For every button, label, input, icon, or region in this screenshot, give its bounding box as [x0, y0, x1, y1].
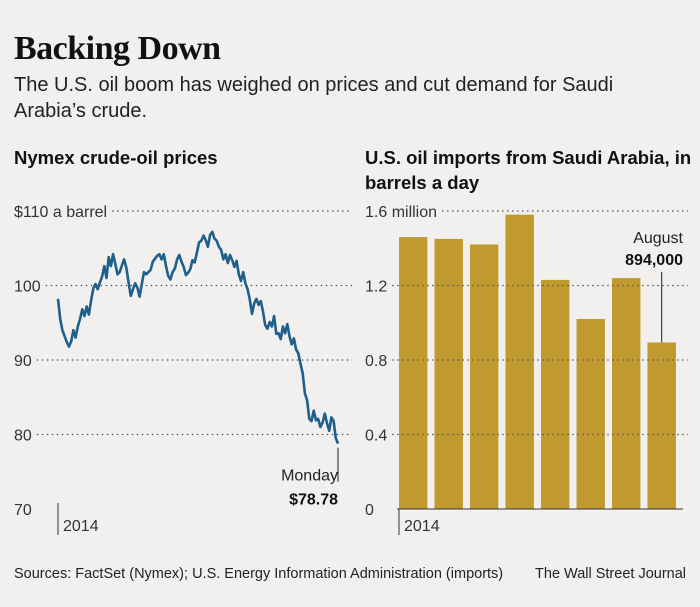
- y-tick-label: 100: [14, 279, 41, 296]
- y-tick-label: 1.2: [365, 279, 387, 296]
- bar-feb: [434, 238, 463, 509]
- bar-mar: [470, 244, 499, 509]
- bar-may: [541, 279, 570, 509]
- bar-jul: [612, 278, 641, 509]
- annotation-value: 894,000: [625, 252, 683, 269]
- y-tick-label: 80: [14, 428, 32, 445]
- headline: Backing Down: [14, 30, 221, 67]
- y-tick-label: $110 a barrel: [14, 204, 107, 221]
- bar-jun: [576, 319, 605, 509]
- y-tick-label: 0.8: [365, 353, 387, 370]
- y-tick-label: 0.4: [365, 428, 387, 445]
- y-tick-label: 70: [14, 502, 32, 519]
- x-tick-label: 2014: [63, 518, 99, 535]
- bar-aug: [647, 342, 676, 509]
- subheadline: The U.S. oil boom has weighed on prices …: [14, 74, 614, 122]
- x-tick-label: 2014: [404, 518, 440, 535]
- bar-apr: [505, 214, 534, 509]
- annotation-label: Monday: [281, 468, 338, 485]
- imports-chart-title: U.S. oil imports from Saudi Arabia, in b…: [365, 147, 692, 193]
- annotation-label: August: [633, 230, 683, 247]
- y-tick-label: 90: [14, 353, 32, 370]
- publisher-credit: The Wall Street Journal: [535, 566, 686, 582]
- price-chart-title: Nymex crude-oil prices: [14, 147, 218, 168]
- annotation-value: $78.78: [289, 492, 338, 509]
- y-tick-label: 0: [365, 502, 374, 519]
- sources-note: Sources: FactSet (Nymex); U.S. Energy In…: [14, 566, 504, 582]
- y-tick-label: 1.6 million: [365, 204, 437, 221]
- price-series-line: [56, 230, 340, 445]
- bar-jan: [399, 237, 428, 509]
